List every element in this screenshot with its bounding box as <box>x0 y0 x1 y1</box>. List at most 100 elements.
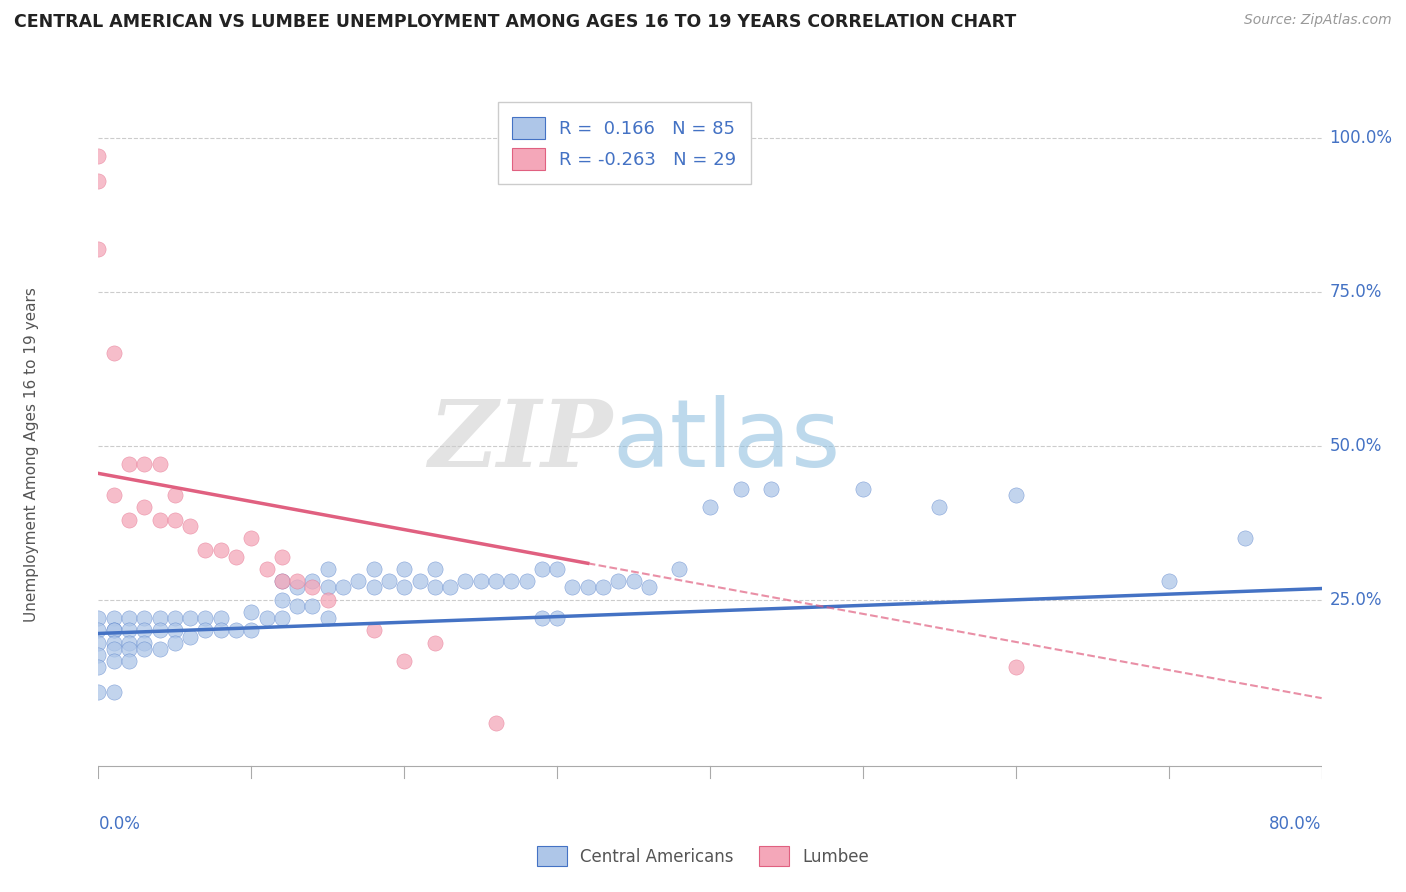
Point <box>179 630 201 644</box>
Point <box>87 685 110 699</box>
Point <box>392 562 416 576</box>
Text: 25.0%: 25.0% <box>1329 591 1382 608</box>
Point <box>134 624 156 638</box>
Point <box>392 654 416 668</box>
Point <box>623 574 645 589</box>
Point <box>363 624 385 638</box>
Point <box>163 512 186 526</box>
Point <box>149 624 172 638</box>
Point <box>576 580 599 594</box>
Point <box>87 660 110 674</box>
Point <box>392 580 416 594</box>
Text: atlas: atlas <box>612 395 841 487</box>
Point <box>730 482 752 496</box>
Point <box>301 599 323 613</box>
Point <box>270 611 292 625</box>
Point <box>209 543 232 558</box>
Point <box>668 562 690 576</box>
Point <box>194 611 217 625</box>
Point <box>225 549 247 564</box>
Point <box>546 611 568 625</box>
Point <box>408 574 430 589</box>
Text: Source: ZipAtlas.com: Source: ZipAtlas.com <box>1244 13 1392 28</box>
Point <box>103 654 125 668</box>
Text: 75.0%: 75.0% <box>1329 283 1382 301</box>
Point <box>103 346 125 360</box>
Point <box>316 611 339 625</box>
Point <box>209 611 232 625</box>
Point <box>285 574 308 589</box>
Point <box>270 549 292 564</box>
Text: Unemployment Among Ages 16 to 19 years: Unemployment Among Ages 16 to 19 years <box>24 287 38 623</box>
Point <box>240 531 263 545</box>
Text: 80.0%: 80.0% <box>1270 815 1322 833</box>
Point <box>194 624 217 638</box>
Point <box>699 500 721 515</box>
Point <box>470 574 492 589</box>
Point <box>179 611 201 625</box>
Point <box>179 518 201 533</box>
Point <box>1004 488 1026 502</box>
Text: 0.0%: 0.0% <box>98 815 141 833</box>
Point <box>485 715 508 730</box>
Point <box>285 580 308 594</box>
Point <box>240 605 263 619</box>
Text: 100.0%: 100.0% <box>1329 128 1392 147</box>
Point <box>103 636 125 650</box>
Point <box>256 562 278 576</box>
Point <box>439 580 461 594</box>
Point <box>163 611 186 625</box>
Point <box>530 611 553 625</box>
Point <box>546 562 568 576</box>
Point <box>209 624 232 638</box>
Point <box>423 562 446 576</box>
Point <box>194 543 217 558</box>
Point <box>149 611 172 625</box>
Point <box>87 611 110 625</box>
Point <box>149 457 172 471</box>
Point <box>316 580 339 594</box>
Point <box>759 482 782 496</box>
Point <box>347 574 370 589</box>
Point <box>118 512 141 526</box>
Point <box>501 574 523 589</box>
Point <box>607 574 630 589</box>
Point <box>163 488 186 502</box>
Point <box>103 488 125 502</box>
Point <box>378 574 401 589</box>
Point <box>316 562 339 576</box>
Text: CENTRAL AMERICAN VS LUMBEE UNEMPLOYMENT AMONG AGES 16 TO 19 YEARS CORRELATION CH: CENTRAL AMERICAN VS LUMBEE UNEMPLOYMENT … <box>14 13 1017 31</box>
Legend: Central Americans, Lumbee: Central Americans, Lumbee <box>529 838 877 875</box>
Point <box>87 174 110 188</box>
Point <box>103 685 125 699</box>
Point <box>592 580 614 594</box>
Point <box>103 641 125 656</box>
Point <box>852 482 875 496</box>
Point <box>134 611 156 625</box>
Point <box>118 641 141 656</box>
Point <box>301 574 323 589</box>
Point <box>270 592 292 607</box>
Point <box>316 592 339 607</box>
Point <box>118 457 141 471</box>
Point <box>87 648 110 662</box>
Point <box>87 149 110 163</box>
Point <box>516 574 538 589</box>
Point <box>285 599 308 613</box>
Point <box>637 580 661 594</box>
Point <box>134 636 156 650</box>
Point <box>134 641 156 656</box>
Point <box>928 500 950 515</box>
Point <box>332 580 354 594</box>
Text: 50.0%: 50.0% <box>1329 437 1382 455</box>
Point <box>1004 660 1026 674</box>
Point <box>301 580 323 594</box>
Point <box>118 654 141 668</box>
Point <box>240 624 263 638</box>
Point <box>270 574 292 589</box>
Point <box>163 624 186 638</box>
Point <box>1157 574 1180 589</box>
Point <box>118 636 141 650</box>
Point <box>423 636 446 650</box>
Legend: R =  0.166   N = 85, R = -0.263   N = 29: R = 0.166 N = 85, R = -0.263 N = 29 <box>498 103 751 184</box>
